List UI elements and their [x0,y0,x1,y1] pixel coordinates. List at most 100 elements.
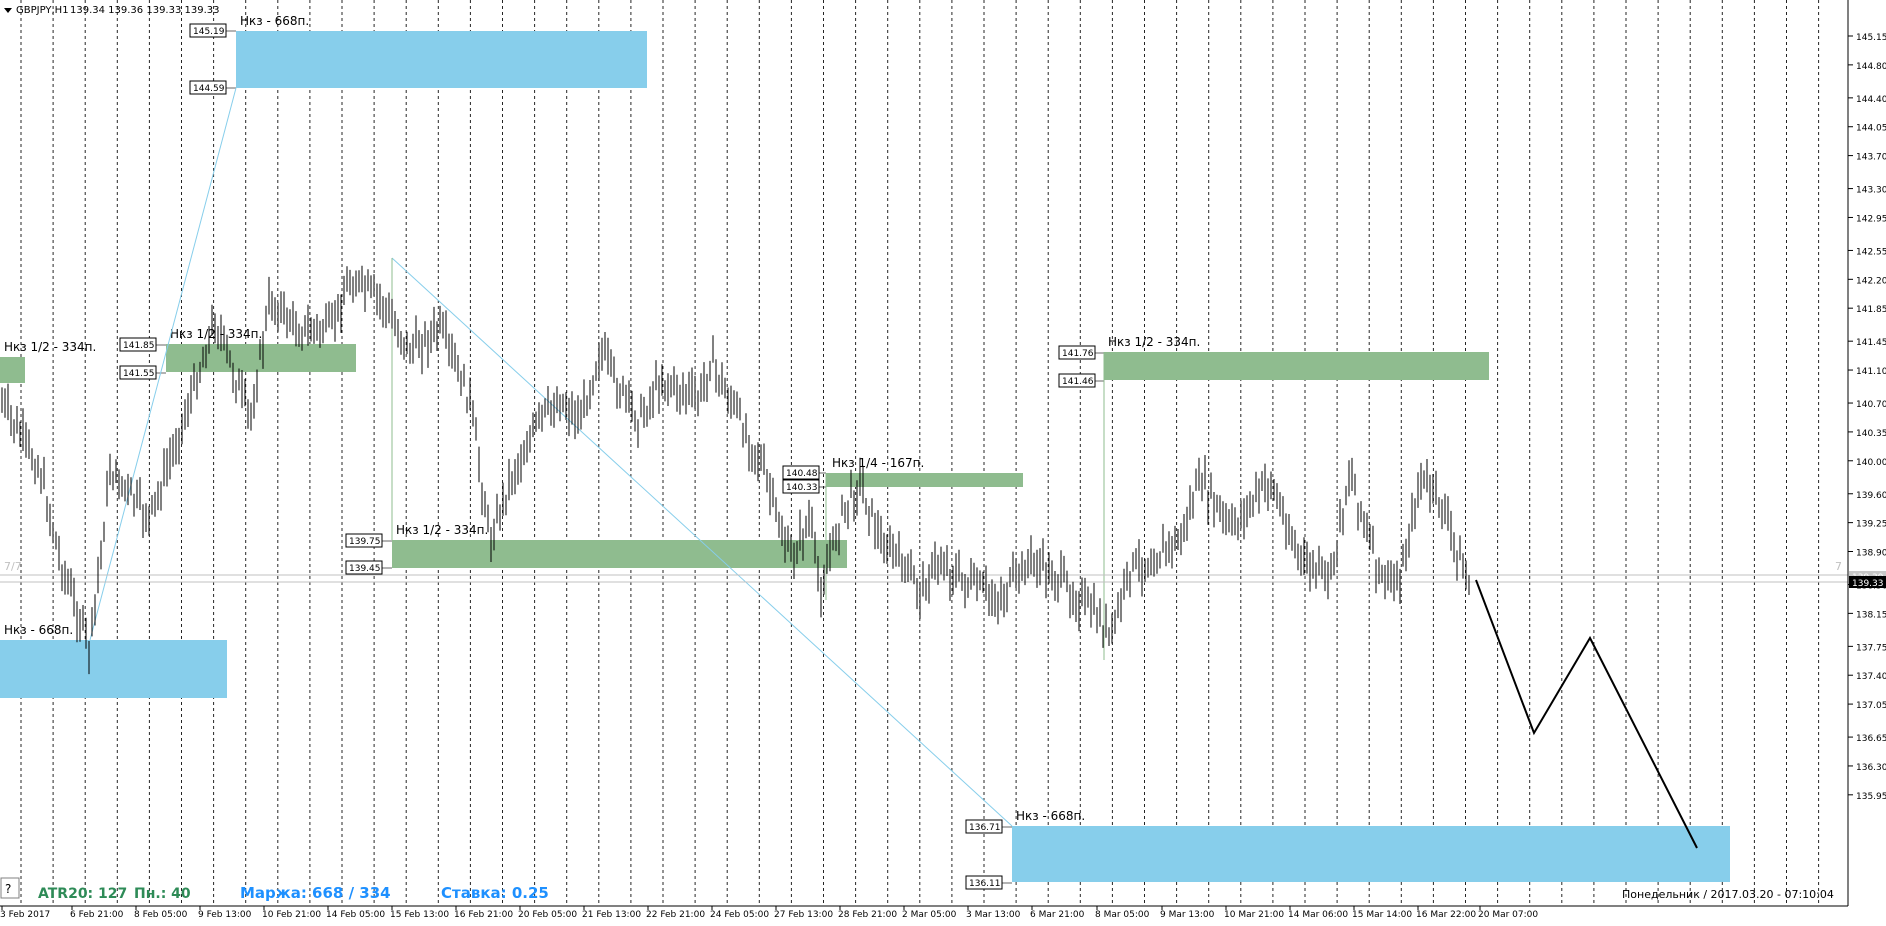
zone-price-label: 140.48 [786,469,818,479]
margin-indicator: Маржа: 668 / 334 [240,884,391,902]
time-tick-label: 9 Mar 13:00 [1160,910,1215,920]
zone-price-tag [965,875,1003,890]
zone-label: Нкз 1/2 - 334п. [1108,335,1200,349]
time-tick-label: 16 Mar 22:00 [1416,910,1476,920]
price-tick-label: 141.85 [1856,305,1886,315]
zone-label: Нкз 1/4 - 167п. [832,456,924,470]
current-price-text: 139.33 [1852,579,1884,589]
rate-indicator: Ставка: 0.25 [441,884,549,902]
price-tick-label: 144.80 [1856,62,1886,72]
time-tick-label: 27 Feb 13:00 [774,910,833,920]
price-tick-label: 140.00 [1856,458,1886,468]
zone-label: Нкз 1/2 - 334п. [170,327,262,341]
zone-rect[interactable] [166,344,356,372]
zone-rect[interactable] [1104,352,1489,380]
time-tick-label: 22 Feb 21:00 [646,910,705,920]
price-tick-label: 136.65 [1856,734,1886,744]
time-tick-label: 10 Mar 21:00 [1224,910,1284,920]
zone-price-tag [189,80,227,95]
current-price-tag [1849,576,1886,588]
zone-rect[interactable] [236,31,647,88]
zone-rect[interactable] [1012,826,1730,882]
zone-price-tag [345,533,383,548]
help-button[interactable] [0,877,20,899]
time-tick-label: 15 Feb 13:00 [390,910,449,920]
time-tick-label: 20 Mar 07:00 [1478,910,1538,920]
help-button-label: ? [5,882,11,896]
zone-price-label: 145.19 [193,27,225,37]
zone-label: Нкз 1/2 - 334п. [396,523,488,537]
zone-price-tag [1058,373,1096,388]
time-tick-label: 6 Feb 21:00 [70,910,124,920]
zones-layer: Нкз - 668п. 145.19 144.59 Нкз 1/2 - 334п. Нк… [0,14,1730,890]
vertical-grid [20,0,1820,906]
guide-line [391,257,1013,827]
zone-price-label: 144.59 [193,84,225,94]
time-tick-label: 24 Feb 05:00 [710,910,769,920]
zone-rect[interactable] [0,640,227,698]
price-tick-label: 143.70 [1856,153,1886,163]
time-tick-label: 9 Feb 13:00 [198,910,252,920]
price-tick-label: 145.15 [1856,33,1886,43]
time-tick-label: 8 Mar 05:00 [1095,910,1150,920]
zone-price-tag [782,465,820,480]
time-tick-label: 6 Mar 21:00 [1030,910,1085,920]
time-tick-label: 15 Mar 14:00 [1352,910,1412,920]
triangle-down-icon[interactable] [4,8,12,13]
zone-price-tag [965,819,1003,834]
price-tick-label: 136.30 [1856,763,1886,773]
price-tick-label: 137.75 [1856,643,1886,653]
time-tick-label: 20 Feb 05:00 [518,910,577,920]
time-tick-label: 2 Mar 05:00 [902,910,957,920]
guide-line [89,87,237,641]
time-tick-label: 10 Feb 21:00 [262,910,321,920]
time-tick-label: 3 Mar 13:00 [966,910,1021,920]
zone-price-label: 141.55 [123,369,155,379]
price-tick-label: 141.10 [1856,367,1886,377]
price-tick-label: 139.25 [1856,520,1886,530]
datetime-status: Понедельник / 2017.03.20 - 07:10:04 [1622,888,1834,901]
zone-price-tag [782,479,820,494]
time-tick-label: 3 Feb 2017 [0,910,50,920]
zone-price-tag [119,365,157,380]
ohlc-values: 139.34 139.36 139.33 139.33 [70,5,220,16]
plot-area [0,0,1848,902]
time-tick-label: 14 Feb 05:00 [326,910,385,920]
zone-price-tag [189,23,227,38]
price-tick-label: 137.05 [1856,701,1886,711]
price-tick-label: 143.30 [1856,186,1886,196]
price-tick-label: 138.15 [1856,610,1886,620]
zone-rect[interactable] [0,357,25,383]
price-tick-label: 142.20 [1856,276,1886,286]
zone-rect[interactable] [392,540,847,568]
zone-price-label: 136.71 [969,823,1001,833]
zone-price-tag [119,337,157,352]
price-tick-label: 135.95 [1856,792,1886,802]
time-tick-label: 14 Mar 06:00 [1288,910,1348,920]
projection-line [1475,579,1698,849]
zone-label: Нкз - 668п. [1016,809,1085,823]
time-tick-label: 8 Feb 05:00 [134,910,188,920]
zone-price-tag [345,560,383,575]
zone-label: Нкз 1/2 - 334п. [4,340,96,354]
price-tick-label: 144.40 [1856,95,1886,105]
atr-indicator: ATR20: 127 [38,886,127,902]
price-tick-label: 142.95 [1856,214,1886,224]
price-tick-label: 137.40 [1856,672,1886,682]
price-tick-label: 141.45 [1856,338,1886,348]
zone-price-label: 141.46 [1062,377,1094,387]
candles-layer [1,265,1470,675]
zone-rect[interactable] [826,473,1023,487]
zone-price-tag [1058,345,1096,360]
price-tick-label: 138.90 [1856,549,1886,559]
left-level-marker: 7/7 [4,560,22,573]
time-axis: 3 Feb 2017 6 Feb 21:00 8 Feb 05:00 9 Feb 13… [0,906,1538,920]
price-tick-label: 139.60 [1856,491,1886,501]
time-tick-label: 16 Feb 21:00 [454,910,513,920]
price-tick-label: 142.55 [1856,247,1886,257]
zone-price-label: 139.75 [349,537,381,547]
zone-price-label: 139.45 [349,564,381,574]
price-tick-label: 144.05 [1856,124,1886,134]
